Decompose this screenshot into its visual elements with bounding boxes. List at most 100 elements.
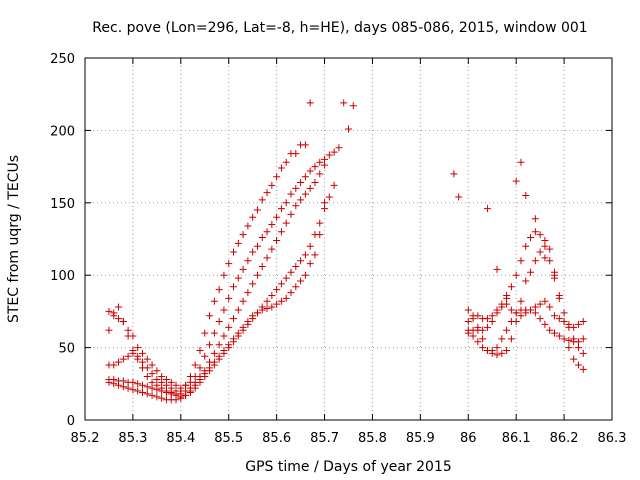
data-point bbox=[282, 274, 290, 282]
data-point bbox=[115, 303, 123, 311]
data-point bbox=[555, 332, 563, 340]
data-point bbox=[297, 257, 305, 265]
x-tick-label: 86.1 bbox=[502, 431, 531, 446]
data-point bbox=[325, 193, 333, 201]
chart-title: Rec. pove (Lon=296, Lat=-8, h=HE), days … bbox=[92, 20, 587, 36]
data-point bbox=[148, 361, 156, 369]
data-point bbox=[531, 257, 539, 265]
data-point bbox=[527, 268, 535, 276]
data-point bbox=[579, 335, 587, 343]
data-point bbox=[546, 245, 554, 253]
data-point bbox=[292, 202, 300, 210]
x-tick-label: 86.3 bbox=[598, 431, 627, 446]
data-point bbox=[479, 344, 487, 352]
data-point bbox=[483, 323, 491, 331]
data-point bbox=[297, 277, 305, 285]
data-point bbox=[201, 352, 209, 360]
data-point bbox=[177, 394, 185, 402]
data-point bbox=[129, 378, 137, 386]
data-point bbox=[498, 335, 506, 343]
data-point bbox=[531, 215, 539, 223]
data-point bbox=[306, 184, 314, 192]
data-point bbox=[210, 297, 218, 305]
data-point bbox=[105, 378, 113, 386]
data-point bbox=[119, 318, 127, 326]
data-point bbox=[220, 306, 228, 314]
data-point bbox=[488, 346, 496, 354]
data-point bbox=[536, 300, 544, 308]
data-point bbox=[129, 349, 137, 357]
data-point bbox=[565, 320, 573, 328]
data-point bbox=[158, 378, 166, 386]
data-point bbox=[498, 349, 506, 357]
data-point bbox=[225, 294, 233, 302]
data-point bbox=[220, 346, 228, 354]
data-point bbox=[134, 344, 142, 352]
data-point bbox=[292, 283, 300, 291]
data-point bbox=[579, 365, 587, 373]
data-point bbox=[546, 303, 554, 311]
data-point bbox=[522, 242, 530, 250]
data-point bbox=[138, 381, 146, 389]
data-point bbox=[249, 312, 257, 320]
data-point bbox=[263, 254, 271, 262]
data-point bbox=[153, 375, 161, 383]
data-point bbox=[455, 193, 463, 201]
data-point bbox=[143, 355, 151, 363]
data-point bbox=[450, 170, 458, 178]
data-point bbox=[263, 228, 271, 236]
data-point bbox=[507, 335, 515, 343]
data-point bbox=[253, 271, 261, 279]
data-point bbox=[220, 332, 228, 340]
grid bbox=[85, 58, 612, 420]
data-point bbox=[345, 125, 352, 133]
data-point bbox=[239, 231, 247, 239]
x-axis-label: GPS time / Days of year 2015 bbox=[245, 459, 452, 475]
x-tick-label: 86.2 bbox=[550, 431, 579, 446]
data-point bbox=[277, 228, 285, 236]
data-point bbox=[124, 326, 132, 334]
data-point bbox=[115, 358, 123, 366]
data-point bbox=[153, 393, 161, 401]
data-point bbox=[330, 181, 338, 189]
data-point bbox=[129, 386, 137, 394]
data-point bbox=[234, 329, 242, 337]
data-point bbox=[306, 99, 314, 107]
data-point bbox=[258, 234, 266, 242]
data-point bbox=[263, 297, 271, 305]
data-point bbox=[124, 352, 132, 360]
data-point bbox=[220, 271, 228, 279]
data-point bbox=[546, 326, 554, 334]
data-point bbox=[522, 192, 530, 200]
data-point bbox=[230, 248, 238, 256]
series-sat-g bbox=[464, 236, 587, 373]
data-point bbox=[498, 303, 506, 311]
data-point bbox=[560, 318, 568, 326]
data-point bbox=[493, 306, 501, 314]
data-point bbox=[565, 344, 573, 352]
data-point bbox=[225, 323, 233, 331]
data-point bbox=[215, 318, 223, 326]
data-point bbox=[253, 309, 261, 317]
data-point bbox=[311, 179, 319, 187]
data-point bbox=[560, 335, 568, 343]
data-point bbox=[527, 234, 535, 242]
data-point bbox=[277, 205, 285, 213]
data-point bbox=[206, 312, 214, 320]
y-tick-label: 50 bbox=[58, 342, 75, 357]
data-point bbox=[551, 271, 559, 279]
data-point bbox=[287, 210, 295, 218]
data-point bbox=[186, 387, 194, 395]
data-point bbox=[507, 318, 515, 326]
y-tick-label: 200 bbox=[50, 124, 75, 139]
data-point bbox=[541, 242, 549, 250]
data-point bbox=[349, 102, 357, 110]
y-axis-label: STEC from uqrg / TECUs bbox=[6, 155, 22, 323]
data-point bbox=[287, 289, 295, 297]
data-point bbox=[110, 380, 118, 388]
data-point bbox=[503, 346, 511, 354]
data-point bbox=[522, 309, 530, 317]
data-point bbox=[249, 280, 257, 288]
data-point bbox=[503, 326, 511, 334]
data-point bbox=[479, 326, 487, 334]
